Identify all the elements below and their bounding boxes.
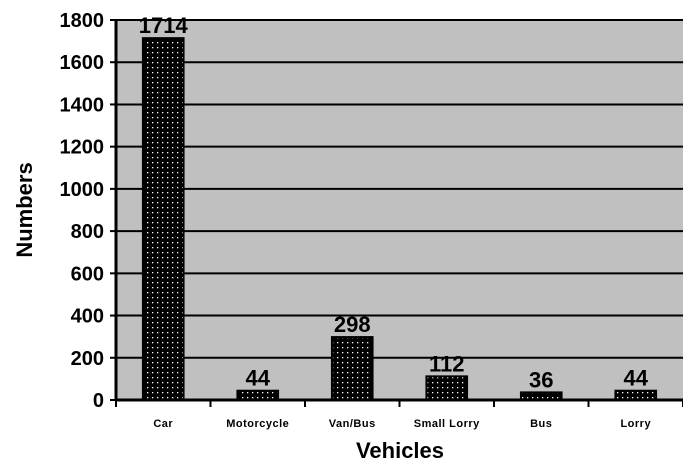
x-tick-label: Car bbox=[153, 418, 173, 430]
x-axis-ticks: Car Motorcycle Van/Bus Small Lorry Bus Lorry bbox=[115, 400, 683, 430]
bar bbox=[141, 37, 185, 402]
data-label: 36 bbox=[529, 367, 553, 392]
data-label: 1714 bbox=[139, 13, 189, 38]
y-tick-label: 400 bbox=[71, 306, 104, 328]
data-label: 112 bbox=[429, 351, 465, 376]
x-tick-label: Small Lorry bbox=[414, 418, 480, 430]
bar bbox=[425, 375, 469, 402]
data-label: 44 bbox=[246, 366, 271, 391]
gridlines bbox=[116, 19, 683, 359]
y-tick-label: 0 bbox=[93, 390, 104, 412]
bars bbox=[141, 37, 658, 402]
x-tick-label: Van/Bus bbox=[329, 418, 376, 430]
plot-area bbox=[116, 20, 683, 400]
data-label: 298 bbox=[334, 312, 371, 337]
x-tick-label: Bus bbox=[530, 418, 552, 430]
x-tick-label: Motorcycle bbox=[226, 418, 289, 430]
y-tick-label: 200 bbox=[71, 348, 104, 370]
y-tick-label: 1200 bbox=[60, 137, 105, 159]
y-tick-label: 1400 bbox=[60, 94, 105, 116]
y-tick-label: 1800 bbox=[60, 10, 105, 32]
y-tick-label: 800 bbox=[71, 221, 104, 243]
x-tick-label: Lorry bbox=[620, 418, 651, 430]
data-label: 44 bbox=[624, 366, 649, 391]
y-axis-ticks: 0 200 400 600 800 1000 1200 1400 1600 1800 bbox=[60, 10, 116, 412]
data-labels: 1714 44 298 112 36 44 bbox=[139, 13, 649, 392]
y-axis-title: Numbers bbox=[12, 162, 37, 257]
x-axis-title: Vehicles bbox=[356, 438, 444, 461]
bar bbox=[330, 336, 374, 402]
y-tick-label: 600 bbox=[71, 263, 104, 285]
y-tick-label: 1000 bbox=[60, 179, 105, 201]
y-tick-label: 1600 bbox=[60, 52, 105, 74]
